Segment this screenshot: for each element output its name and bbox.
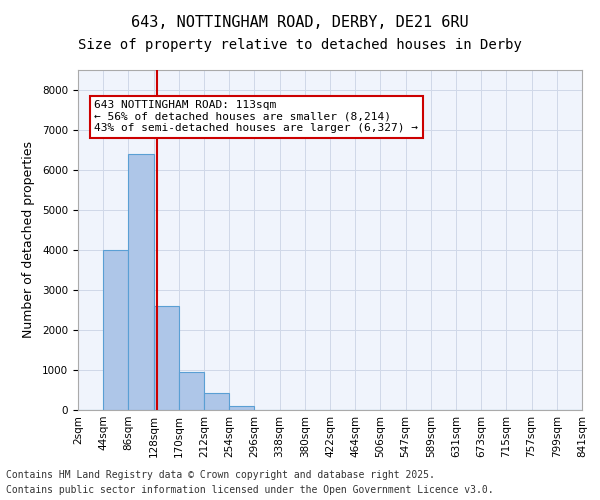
Bar xyxy=(204,393,229,410)
Y-axis label: Number of detached properties: Number of detached properties xyxy=(22,142,35,338)
Bar xyxy=(103,250,128,410)
Bar xyxy=(179,372,204,410)
Bar xyxy=(229,406,254,410)
Text: 643 NOTTINGHAM ROAD: 113sqm
← 56% of detached houses are smaller (8,214)
43% of : 643 NOTTINGHAM ROAD: 113sqm ← 56% of det… xyxy=(94,100,418,133)
Bar xyxy=(154,306,179,410)
Text: 643, NOTTINGHAM ROAD, DERBY, DE21 6RU: 643, NOTTINGHAM ROAD, DERBY, DE21 6RU xyxy=(131,15,469,30)
Text: Contains HM Land Registry data © Crown copyright and database right 2025.: Contains HM Land Registry data © Crown c… xyxy=(6,470,435,480)
Bar xyxy=(128,154,154,410)
Text: Contains public sector information licensed under the Open Government Licence v3: Contains public sector information licen… xyxy=(6,485,494,495)
Text: Size of property relative to detached houses in Derby: Size of property relative to detached ho… xyxy=(78,38,522,52)
